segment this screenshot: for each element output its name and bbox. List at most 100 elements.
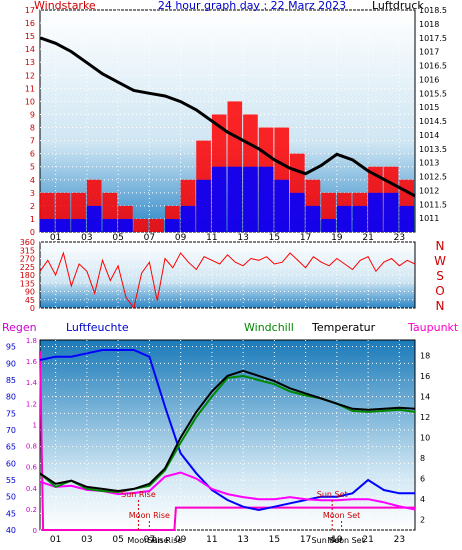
wind-speed-bar bbox=[399, 205, 414, 232]
rain-tick: 1.4 bbox=[26, 379, 38, 387]
chart2-left-tick: 180 bbox=[20, 271, 35, 280]
rain-tick: 0.6 bbox=[26, 464, 38, 472]
chart1-x-tick: 19 bbox=[331, 233, 343, 243]
annotation-label: Sun Rise bbox=[121, 490, 156, 499]
chart1-left-tick: 14 bbox=[25, 45, 35, 54]
chart1-left-tick: 11 bbox=[25, 84, 35, 93]
chart1-title: 24 hour graph day : 22 Marz 2023 bbox=[158, 0, 346, 12]
chart1-right-tick: 1012 bbox=[419, 186, 439, 195]
humidity-tick: 95 bbox=[6, 343, 16, 352]
chart3-x-tick: 11 bbox=[206, 535, 217, 545]
chart2-left-tick: 90 bbox=[25, 288, 35, 297]
humidity-tick: 60 bbox=[6, 459, 16, 468]
chart2-left-tick: 225 bbox=[20, 263, 35, 272]
pressure-line bbox=[39, 36, 416, 198]
chart1-x-tick: 01 bbox=[50, 233, 61, 243]
chart3-x-tick: 03 bbox=[81, 535, 92, 545]
wind-speed-bar bbox=[352, 205, 368, 232]
rain-tick: 1.8 bbox=[26, 337, 37, 345]
compass-letter: W bbox=[434, 254, 446, 268]
temperature-tick: 2 bbox=[420, 516, 425, 525]
humidity-tick: 65 bbox=[6, 443, 16, 452]
chart1-left-tick: 17 bbox=[25, 6, 35, 15]
wind-speed-bar bbox=[71, 218, 86, 232]
temperature-tick: 18 bbox=[420, 351, 430, 360]
compass-letter: O bbox=[435, 284, 444, 298]
wind-speed-bar bbox=[118, 218, 133, 232]
chart1-right-axis-label: Luftdruck bbox=[372, 0, 424, 12]
humidity-tick: 80 bbox=[6, 393, 16, 402]
chart2-left-tick: 360 bbox=[20, 238, 35, 247]
chart1-x-tick: 03 bbox=[81, 233, 92, 243]
humidity-tick: 70 bbox=[6, 426, 16, 435]
rain-tick: 0.2 bbox=[26, 506, 37, 514]
chart1-left-tick: 5 bbox=[30, 163, 35, 172]
temperature-tick: 14 bbox=[420, 392, 430, 401]
chart1-right-tick: 1018 bbox=[419, 20, 439, 29]
humidity-tick: 45 bbox=[6, 509, 16, 518]
chart1-left-tick: 10 bbox=[25, 97, 35, 106]
wind-speed-bar bbox=[211, 166, 227, 232]
wind-speed-bar bbox=[258, 166, 274, 232]
chart1-right-tick-labels: 1011 1011.5 1012 1012.5 1013 1013.5 1014 1014.5… bbox=[419, 6, 447, 223]
bottom-event-label: Sun Rise bbox=[148, 536, 183, 545]
luftfeuchte-label: Luftfeuchte bbox=[66, 321, 129, 334]
wind-direction-line bbox=[39, 251, 416, 310]
wind-speed-bars bbox=[40, 166, 414, 232]
chart1-left-tick: 2 bbox=[30, 202, 35, 211]
wind-speed-bar bbox=[290, 192, 305, 232]
temperatur-label: Temperatur bbox=[311, 321, 376, 334]
bottom-event-label: Sun Set bbox=[312, 536, 343, 545]
rain-line bbox=[39, 351, 415, 531]
temperature-tick: 10 bbox=[420, 434, 430, 443]
humidity-tick: 90 bbox=[6, 359, 16, 368]
chart1-x-tick: 11 bbox=[206, 233, 217, 243]
chart1-x-tick: 05 bbox=[112, 233, 123, 243]
chart1-right-tick: 1016 bbox=[419, 75, 439, 84]
chart3-x-tick: 19 bbox=[331, 535, 343, 545]
temperature-tick: 8 bbox=[420, 454, 425, 463]
chart1-left-tick: 9 bbox=[30, 110, 35, 119]
annotation-label: Sun Set bbox=[317, 490, 348, 499]
chart1-right-tick: 1014.5 bbox=[419, 117, 447, 126]
chart3-x-tick: 07 bbox=[144, 535, 155, 545]
chart1-left-tick: 15 bbox=[25, 32, 35, 41]
chart2-left-tick: 135 bbox=[20, 279, 35, 288]
chart3-plot-area bbox=[39, 339, 416, 531]
sun-moon-annotations: Sun Rise Moon Rise Sun Set Moon Set bbox=[121, 490, 360, 530]
chart1-left-tick: 3 bbox=[30, 189, 35, 198]
wind-gust-bar bbox=[149, 218, 164, 232]
chart3-x-tick: 05 bbox=[112, 535, 123, 545]
humidity-tick: 40 bbox=[6, 526, 16, 535]
wind-speed-bar bbox=[165, 218, 180, 232]
chart1-right-tick: 1017.5 bbox=[419, 34, 447, 43]
compass-letter: S bbox=[436, 269, 444, 283]
rain-tick: 0.8 bbox=[26, 443, 37, 451]
chart1-left-tick: 0 bbox=[30, 228, 35, 237]
humidity-tick: 85 bbox=[6, 376, 16, 385]
wind-speed-bar bbox=[55, 218, 71, 232]
chart1-x-tick: 21 bbox=[362, 233, 373, 243]
chart1-x-tick: 07 bbox=[144, 233, 155, 243]
chart1-x-tick: 09 bbox=[175, 233, 187, 243]
humidity-line bbox=[39, 349, 415, 512]
chart2-left-tick: 315 bbox=[20, 246, 35, 255]
chart1-left-tick: 12 bbox=[25, 71, 35, 80]
chart3-x-tick-labels: 01 03 05 07 09 11 13 15 17 19 21 23 bbox=[50, 535, 405, 545]
chart1-x-tick: 17 bbox=[300, 233, 311, 243]
chart1-left-tick: 6 bbox=[30, 150, 35, 159]
rain-tick: 0 bbox=[33, 527, 37, 535]
rain-tick: 1 bbox=[33, 421, 37, 429]
chart1-right-tick: 1011 bbox=[419, 214, 439, 223]
annotation-label: Moon Set bbox=[323, 511, 360, 520]
windchill-label: Windchill bbox=[244, 321, 294, 334]
temperature-tick: 4 bbox=[420, 495, 425, 504]
temperature-tick: 6 bbox=[420, 475, 425, 484]
chart1-left-tick: 7 bbox=[30, 137, 35, 146]
wind-speed-bar bbox=[243, 166, 258, 232]
chart1-right-tick: 1018.5 bbox=[419, 6, 447, 15]
chart1-x-tick: 15 bbox=[269, 233, 280, 243]
